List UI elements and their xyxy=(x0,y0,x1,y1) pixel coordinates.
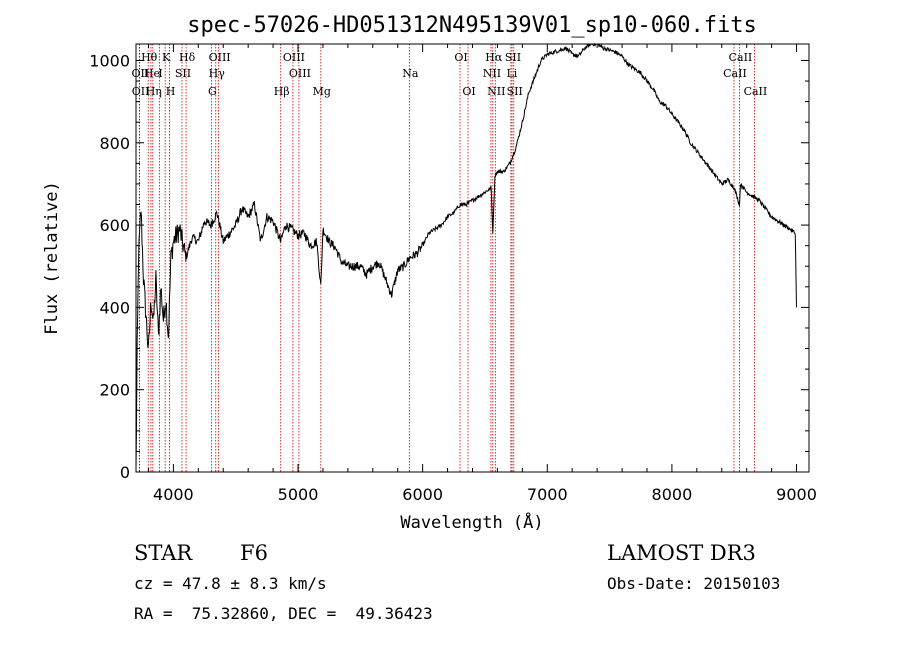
spectral-line-label: He xyxy=(144,67,160,80)
spectral-line-label: OIII xyxy=(283,51,305,64)
y-axis-label: Flux (relative) xyxy=(42,181,62,335)
spectral-line-label: Na xyxy=(402,67,419,80)
spectral-line-label: I xyxy=(158,67,162,80)
spectral-line-label: SII xyxy=(507,85,523,98)
spectral-line-label: SII xyxy=(175,67,191,80)
spectral-line-label: Mg xyxy=(313,85,331,98)
plot-frame xyxy=(135,43,810,473)
chart-title: spec-57026-HD051312N495139V01_sp10-060.f… xyxy=(187,13,757,38)
spectral-line-label: H xyxy=(166,85,176,98)
spectral-line-label: CaII xyxy=(729,51,753,64)
object-class: STAR xyxy=(134,541,193,565)
spectral-line-label: K xyxy=(162,51,171,64)
y-tick-label: 600 xyxy=(99,216,130,235)
y-tick-label: 0 xyxy=(120,463,130,482)
x-tick-label: 5000 xyxy=(278,485,319,504)
spectral-line-label: CaII xyxy=(744,85,768,98)
spectral-line-label: OIII xyxy=(289,67,311,80)
spectral-line-label: Hδ xyxy=(179,51,196,64)
x-tick-label: 8000 xyxy=(652,485,693,504)
spectral-line-label: Li xyxy=(506,67,517,80)
y-tick-label: 200 xyxy=(99,381,130,400)
spectral-line-label: Hβ xyxy=(274,85,290,98)
spectral-line-label: CaII xyxy=(723,67,747,80)
flux-series-line xyxy=(135,42,797,469)
spectral-line-label: Hη xyxy=(146,85,162,98)
x-tick-label: 7000 xyxy=(527,485,568,504)
spectral-line-label: OIII xyxy=(209,51,231,64)
spectral-line-markers xyxy=(138,44,755,472)
survey-name: LAMOST DR3 xyxy=(607,541,756,565)
x-tick-label: 4000 xyxy=(153,485,194,504)
y-axis-ticks: 0 200 400 600 800 1000 xyxy=(89,51,809,482)
x-tick-label: 6000 xyxy=(402,485,443,504)
x-axis-ticks: 4000 5000 6000 7000 8000 9000 xyxy=(147,44,817,504)
spectral-line-label: Hθ xyxy=(141,51,158,64)
x-axis-label: Wavelength (Å) xyxy=(400,511,543,533)
x-tick-label: 9000 xyxy=(776,485,817,504)
y-tick-label: 400 xyxy=(99,298,130,317)
spectral-line-label: OI xyxy=(462,85,475,98)
observation-date: Obs-Date: 20150103 xyxy=(607,574,780,593)
spectral-line-label: OI xyxy=(454,51,467,64)
spectral-line-label: Hα xyxy=(485,51,503,64)
spectral-line-label: Hγ xyxy=(209,67,226,80)
spectral-line-label: G xyxy=(208,85,217,98)
spectral-line-label: NII xyxy=(483,67,501,80)
object-subclass: F6 xyxy=(240,541,268,565)
spectral-line-label: SII xyxy=(505,51,521,64)
coordinates-text: RA = 75.32860, DEC = 49.36423 xyxy=(134,604,433,623)
spectral-line-label: NII xyxy=(487,85,505,98)
redshift-text: cz = 47.8 ± 8.3 km/s xyxy=(134,574,327,593)
y-tick-label: 800 xyxy=(99,134,130,153)
y-tick-label: 1000 xyxy=(89,51,130,70)
